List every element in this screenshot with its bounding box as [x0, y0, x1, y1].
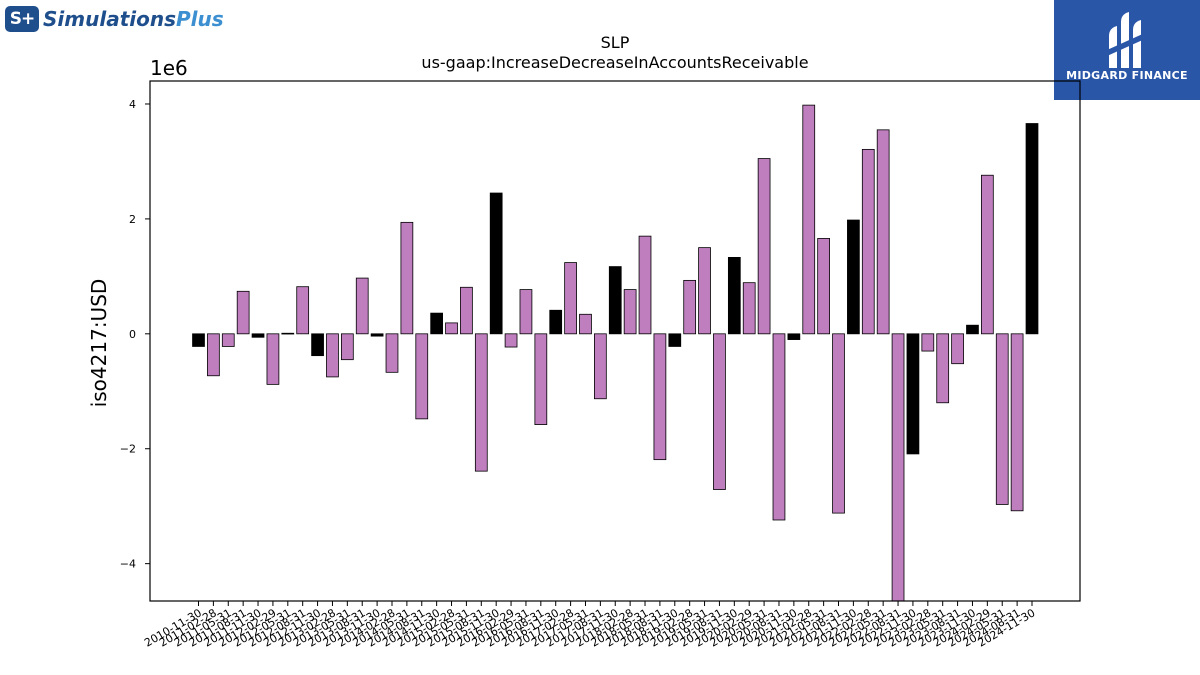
- bar-2021-11-30: [847, 219, 860, 335]
- bar-2023-11-30: [966, 324, 979, 335]
- bar-2016-05-31: [519, 289, 533, 335]
- bar-2023-08-31: [951, 333, 964, 365]
- bar-2022-05-31: [876, 129, 890, 335]
- bar-2021-08-31: [832, 333, 845, 514]
- bar-2023-02-28: [921, 333, 935, 352]
- bars-layer: [192, 104, 1039, 602]
- bar-2016-11-30: [549, 309, 563, 335]
- bar-2017-08-31: [594, 333, 607, 400]
- bar-2015-02-28: [445, 322, 458, 335]
- bar-2014-08-31: [415, 333, 429, 420]
- bar-2017-02-28: [564, 262, 577, 335]
- bar-2024-02-29: [980, 174, 994, 335]
- chart-title: SLP: [601, 33, 630, 52]
- bar-2017-11-30: [608, 266, 622, 335]
- bar-2024-05-31: [995, 333, 1009, 505]
- bar-2017-05-31: [579, 313, 592, 335]
- bar-2024-08-31: [1010, 333, 1024, 512]
- y-axis-label: iso4217:USD: [87, 279, 111, 408]
- y-tick-label: −2: [120, 443, 136, 456]
- bar-2020-02-29: [742, 282, 756, 335]
- bar-2015-08-31: [474, 333, 488, 472]
- y-tick-label: −4: [120, 558, 136, 571]
- bar-2020-11-30: [787, 333, 801, 340]
- y-tick-label: 2: [129, 213, 136, 226]
- bar-2022-08-31: [891, 333, 905, 602]
- y-axis: −4 −2 0 2 4: [120, 98, 150, 571]
- bar-2018-11-30: [668, 333, 682, 347]
- midgard-emblem-icon: [1107, 12, 1147, 68]
- bar-2016-02-29: [504, 333, 518, 348]
- bar-2012-05-31: [281, 332, 295, 335]
- bar-2022-02-28: [861, 148, 875, 335]
- bar-2015-05-31: [460, 286, 473, 335]
- bar-2010-11-30: [192, 333, 205, 347]
- y-tick-label: 4: [129, 98, 136, 111]
- y-tick-label: 0: [129, 328, 136, 341]
- logo-name-main: Simulations: [43, 7, 176, 31]
- bar-2013-11-30: [370, 333, 384, 337]
- bar-2012-02-29: [266, 333, 280, 385]
- simulations-plus-mark-icon: S+: [5, 6, 39, 32]
- bar-2021-02-28: [802, 104, 816, 335]
- bar-2011-11-30: [251, 333, 265, 338]
- bar-2014-02-28: [385, 333, 399, 373]
- bar-2024-11-30: [1025, 123, 1039, 335]
- bar-2013-08-31: [355, 277, 369, 335]
- bar-2022-11-30: [906, 333, 920, 455]
- bar-2018-08-31: [653, 333, 667, 461]
- bar-2014-05-31: [400, 221, 414, 335]
- y-offset-label: 1e6: [150, 56, 188, 80]
- bar-2012-11-30: [311, 333, 324, 357]
- midgard-finance-name: MIDGARD FINANCE: [1066, 69, 1188, 82]
- simulations-plus-logo: S+ SimulationsPlus: [5, 6, 224, 32]
- bar-2016-08-31: [534, 333, 548, 426]
- x-axis: 2010-11-302011-02-282011-05-312011-08-31…: [142, 601, 1038, 650]
- bar-2013-02-28: [326, 333, 339, 378]
- bar-2019-02-28: [683, 279, 697, 335]
- bar-2015-11-30: [489, 192, 503, 335]
- bar-2014-11-30: [430, 312, 444, 335]
- bar-2011-05-31: [221, 333, 235, 347]
- bar-2023-05-31: [936, 333, 950, 404]
- bar-2018-02-28: [623, 289, 637, 335]
- bar-2019-05-31: [698, 247, 711, 335]
- logo-name-accent: Plus: [176, 7, 224, 31]
- simulations-plus-wordmark: SimulationsPlus: [43, 7, 224, 31]
- midgard-finance-logo: MIDGARD FINANCE: [1054, 0, 1200, 100]
- bar-2011-08-31: [236, 290, 250, 335]
- chart-subtitle: us-gaap:IncreaseDecreaseInAccountsReceiv…: [421, 53, 808, 72]
- bar-2019-08-31: [713, 333, 726, 490]
- bar-2020-05-31: [757, 158, 771, 335]
- bar-2018-05-31: [638, 235, 652, 335]
- bar-2021-05-31: [817, 238, 830, 335]
- bar-2020-08-31: [772, 333, 786, 521]
- bar-2013-05-31: [340, 333, 354, 361]
- bar-2011-02-28: [207, 333, 220, 377]
- bar-2019-11-30: [727, 256, 741, 335]
- bar-2012-08-31: [296, 286, 310, 335]
